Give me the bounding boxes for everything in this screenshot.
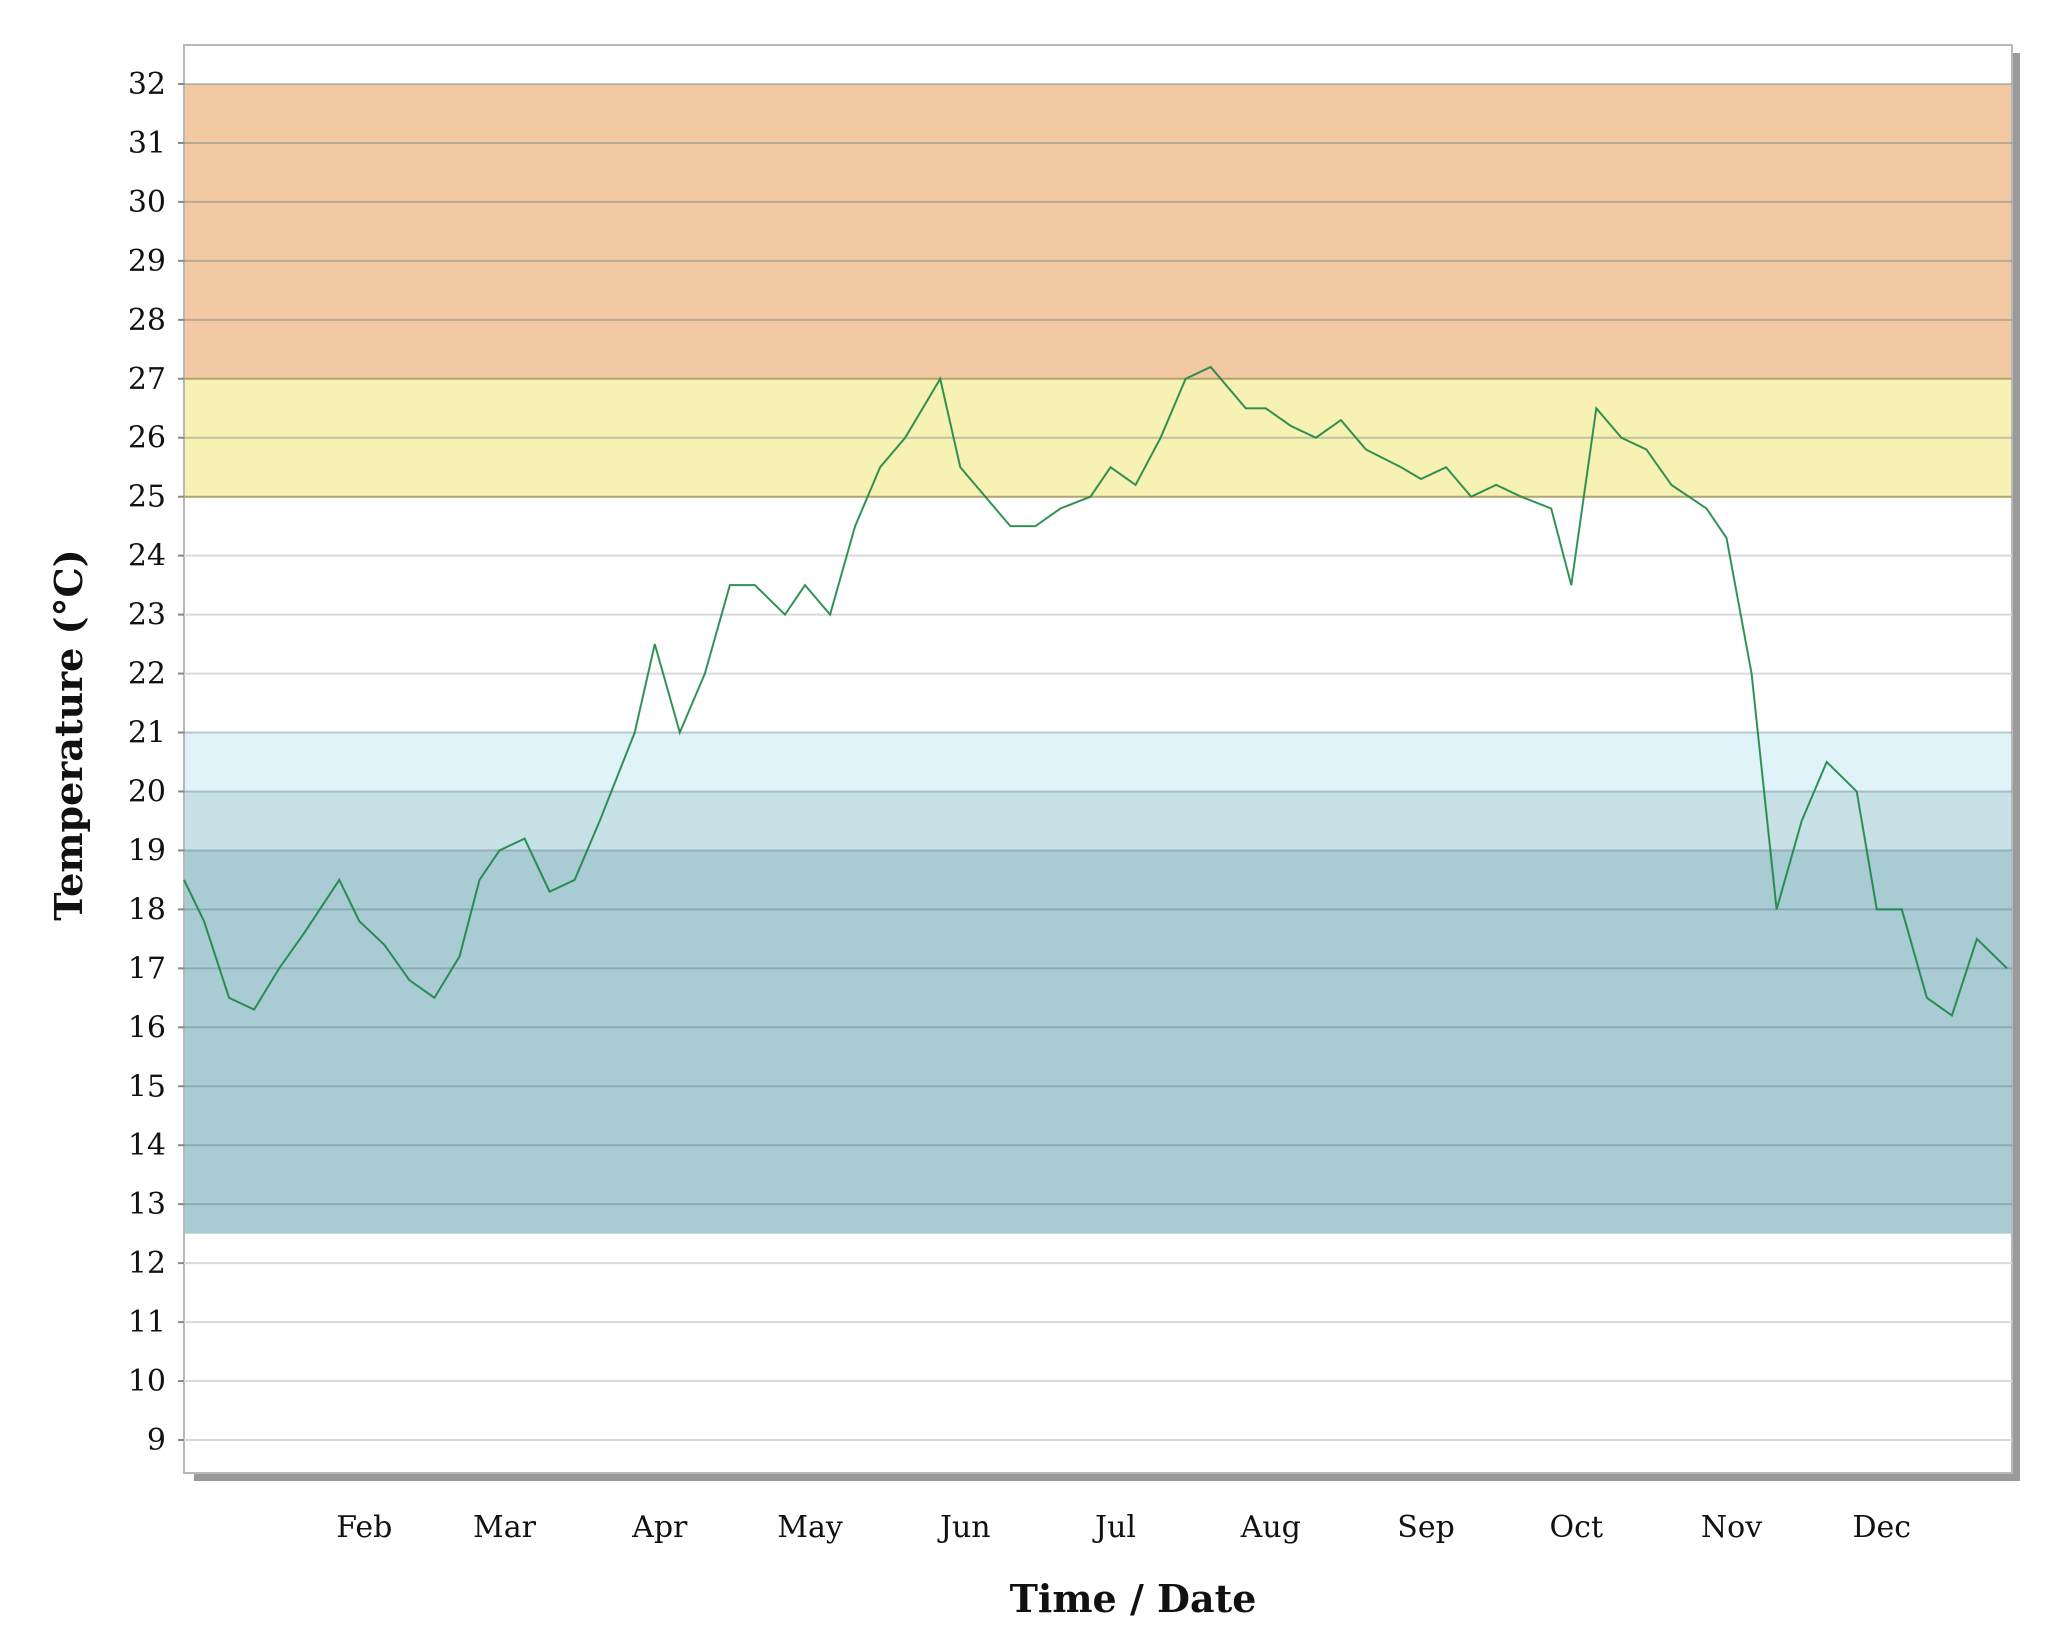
threshold-bands bbox=[184, 84, 2012, 1234]
x-tick-label: Jun bbox=[937, 1510, 991, 1545]
x-tick-label: Dec bbox=[1852, 1510, 1911, 1545]
y-tick-label: 28 bbox=[128, 303, 166, 338]
y-tick-label: 30 bbox=[128, 185, 166, 220]
y-tick-label: 29 bbox=[128, 244, 166, 279]
y-tick-label: 26 bbox=[128, 421, 166, 456]
y-tick-label: 20 bbox=[128, 774, 166, 809]
y-tick-label: 24 bbox=[128, 539, 166, 574]
band-2 bbox=[185, 732, 2011, 792]
y-axis-title: Temperature (°C) bbox=[46, 549, 91, 921]
y-tick-label: 15 bbox=[128, 1069, 166, 1104]
band-0 bbox=[185, 84, 2011, 379]
x-tick-label: Feb bbox=[336, 1510, 392, 1545]
y-tick-label: 31 bbox=[128, 126, 166, 161]
y-tick-label: 18 bbox=[128, 892, 166, 927]
y-tick-label: 9 bbox=[147, 1423, 166, 1458]
x-tick-labels: Feb Mar Apr May Jun Jul Aug Sep Oct Nov Dec bbox=[336, 1510, 1911, 1545]
temperature-series bbox=[183, 365, 2008, 1018]
y-tick-label: 16 bbox=[128, 1010, 166, 1045]
y-tick-label: 10 bbox=[128, 1364, 166, 1399]
y-tick-label: 13 bbox=[128, 1187, 166, 1222]
x-tick-label: May bbox=[777, 1510, 843, 1545]
y-tick-label: 22 bbox=[128, 657, 166, 692]
y-tick-label: 27 bbox=[128, 362, 166, 397]
gridlines bbox=[178, 83, 2012, 1441]
y-tick-label: 17 bbox=[128, 951, 166, 986]
y-tick-label: 25 bbox=[128, 480, 166, 515]
y-tick-label: 32 bbox=[128, 67, 166, 102]
y-tick-label: 19 bbox=[128, 833, 166, 868]
band-4 bbox=[185, 850, 2011, 1234]
x-axis-title: Time / Date bbox=[1010, 1576, 1257, 1621]
y-tick-label: 14 bbox=[128, 1128, 166, 1163]
y-tick-label: 21 bbox=[128, 716, 166, 751]
x-tick-label: Jul bbox=[1092, 1510, 1136, 1545]
band-1 bbox=[185, 378, 2011, 497]
x-tick-label: Apr bbox=[631, 1510, 688, 1545]
x-tick-label: Nov bbox=[1701, 1510, 1762, 1545]
x-tick-label: Sep bbox=[1397, 1510, 1455, 1545]
x-tick-label: Aug bbox=[1240, 1510, 1301, 1545]
x-tick-label: Mar bbox=[473, 1510, 537, 1545]
x-tick-label: Oct bbox=[1550, 1510, 1603, 1545]
band-3 bbox=[185, 791, 2011, 851]
y-tick-label: 11 bbox=[128, 1305, 166, 1340]
y-tick-labels: 9 10 11 12 13 14 15 16 17 18 19 20 21 22 23 24 25 26 27 28 2… bbox=[128, 67, 166, 1458]
y-tick-label: 12 bbox=[128, 1246, 166, 1281]
y-tick-label: 23 bbox=[128, 598, 166, 633]
